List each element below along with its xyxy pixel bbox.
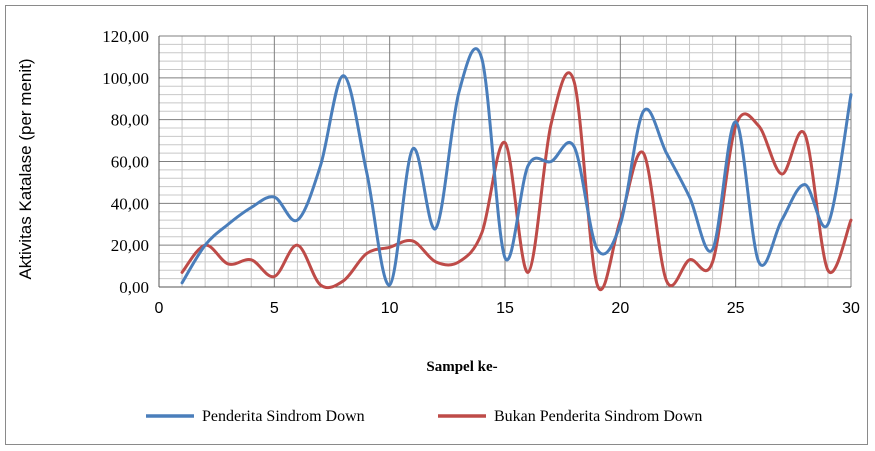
y-tick-labels: 0,00 20,00 40,00 60,00 80,00 100,00 120,00 xyxy=(102,27,149,297)
x-tick-label: 10 xyxy=(381,300,399,317)
y-tick-label: 0,00 xyxy=(119,278,149,297)
series-line-2 xyxy=(180,71,853,291)
x-tick-label: 25 xyxy=(727,300,745,317)
major-gridlines xyxy=(158,35,852,288)
y-tick-label: 80,00 xyxy=(111,111,149,130)
x-tick-label: 30 xyxy=(842,300,860,317)
legend-label-2: Bukan Penderita Sindrom Down xyxy=(494,408,702,425)
y-tick-label: 60,00 xyxy=(111,153,149,172)
series-line-1 xyxy=(180,47,853,287)
series-lines xyxy=(180,47,853,291)
y-tick-label: 40,00 xyxy=(111,194,149,213)
y-tick-label: 20,00 xyxy=(111,236,149,255)
legend-label-1: Penderita Sindrom Down xyxy=(202,408,365,425)
x-tick-label: 20 xyxy=(611,300,629,317)
y-tick-label: 100,00 xyxy=(102,69,149,88)
y-tick-label: 120,00 xyxy=(102,27,149,46)
y-axis-label: Aktivitas Katalase (per menit) xyxy=(16,58,35,279)
axes xyxy=(158,36,851,288)
x-axis-label: Sampel ke- xyxy=(426,359,497,375)
chart-frame: 0,00 20,00 40,00 60,00 80,00 100,00 120,00 0 5 1… xyxy=(5,5,868,445)
x-tick-label: 0 xyxy=(155,300,164,317)
x-tick-labels: 0 5 10 15 20 25 30 xyxy=(155,300,860,317)
legend: Penderita Sindrom Down Bukan Penderita Si… xyxy=(146,408,702,425)
x-tick-label: 5 xyxy=(270,300,279,317)
x-tick-label: 15 xyxy=(496,300,514,317)
line-chart: 0,00 20,00 40,00 60,00 80,00 100,00 120,00 0 5 1… xyxy=(16,27,860,425)
